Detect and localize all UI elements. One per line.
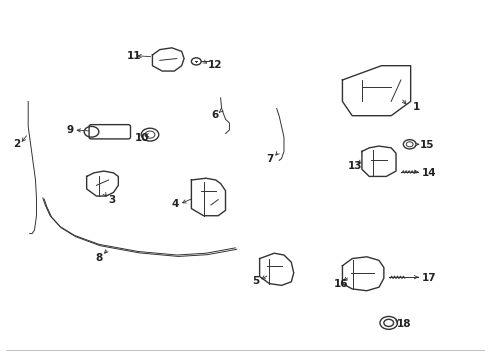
Text: 14: 14 (421, 168, 436, 178)
Text: 9: 9 (66, 125, 74, 135)
Text: 1: 1 (413, 102, 420, 112)
Text: 13: 13 (347, 161, 362, 171)
Text: 15: 15 (419, 140, 434, 150)
Text: 12: 12 (207, 60, 222, 69)
Text: 3: 3 (109, 195, 116, 205)
Text: 16: 16 (334, 279, 348, 289)
Text: 7: 7 (266, 154, 273, 164)
Text: 10: 10 (134, 133, 149, 143)
Text: 8: 8 (96, 252, 103, 262)
Text: 4: 4 (172, 199, 179, 209)
Text: 6: 6 (211, 110, 218, 120)
Text: 18: 18 (397, 319, 412, 329)
Text: 17: 17 (421, 273, 436, 283)
Text: 5: 5 (252, 276, 260, 287)
Text: 2: 2 (14, 139, 21, 149)
Text: 11: 11 (126, 51, 141, 61)
